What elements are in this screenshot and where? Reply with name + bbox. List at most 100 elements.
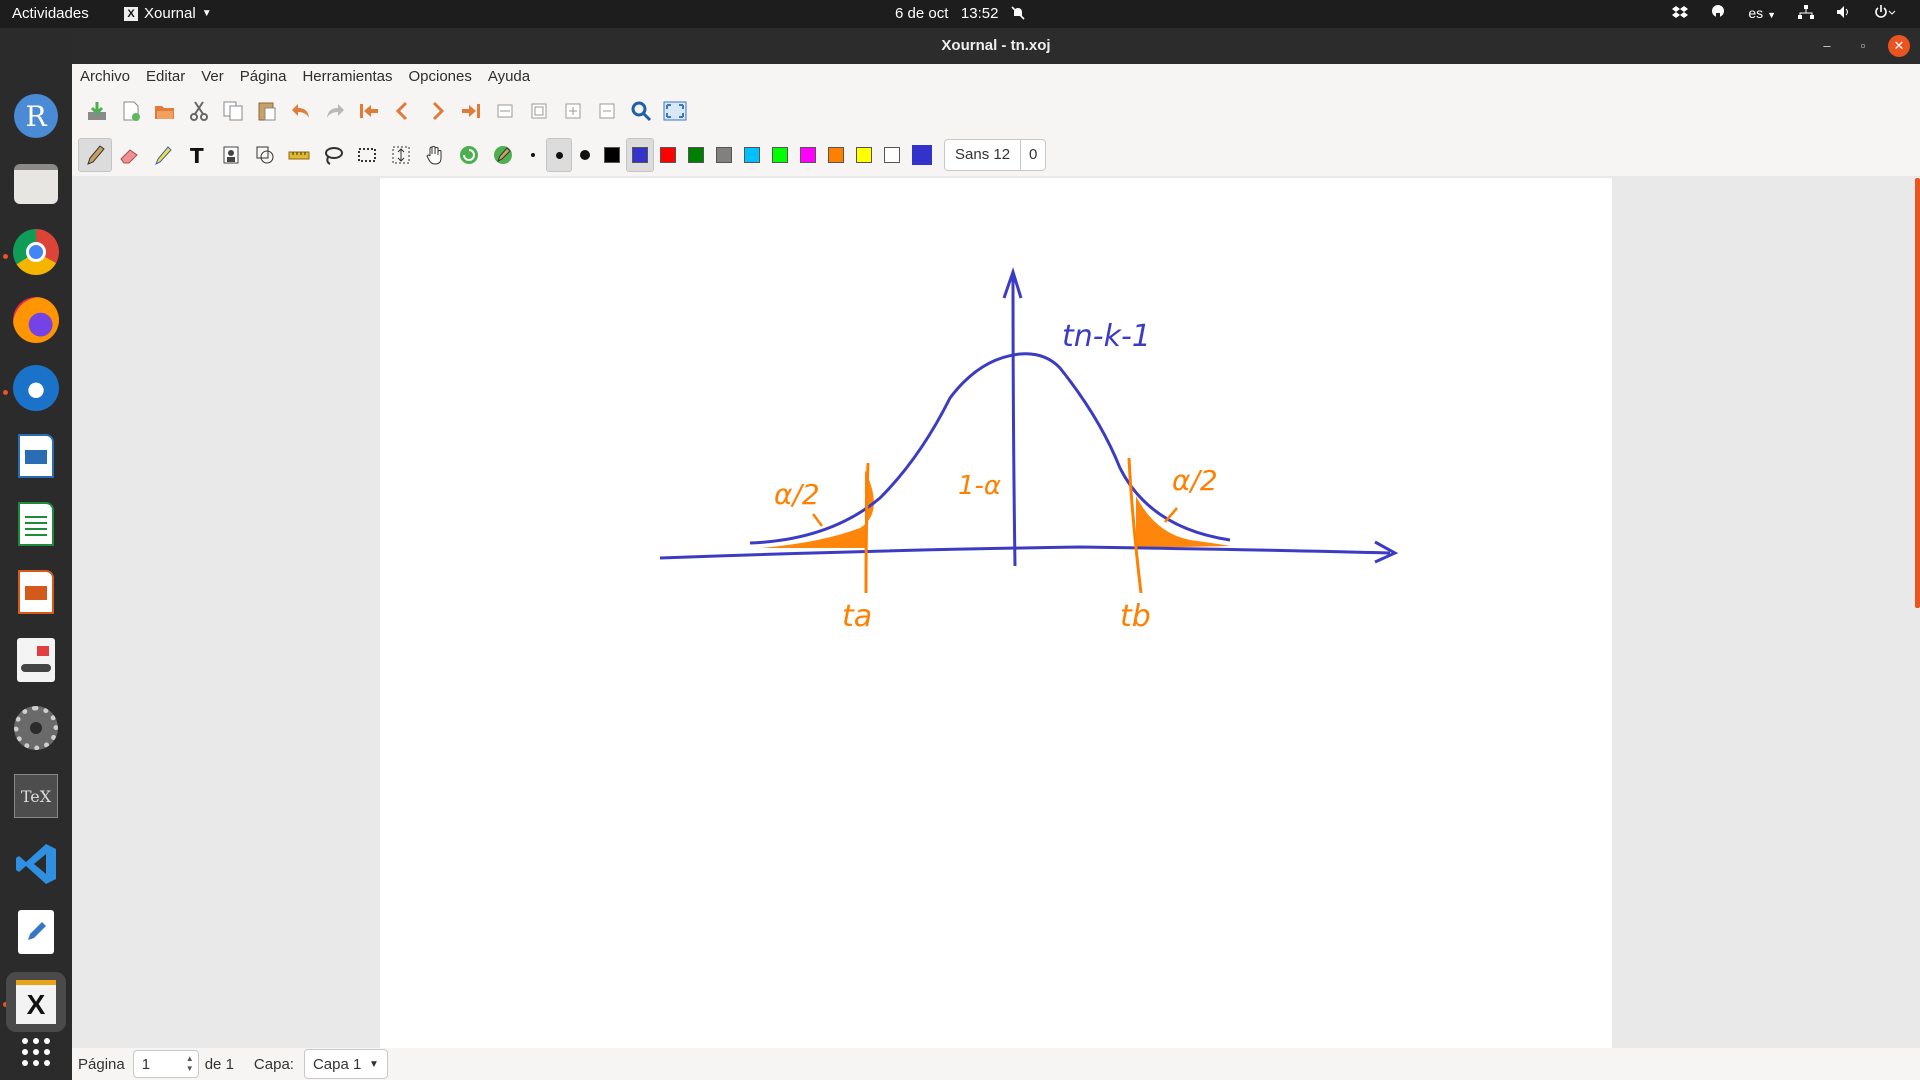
volume-icon[interactable] — [1836, 0, 1852, 28]
dropbox-icon[interactable] — [1672, 0, 1689, 28]
zoom-in-button[interactable] — [556, 94, 590, 128]
thunderbird-icon — [13, 365, 59, 411]
left-tail-label: α/2 — [774, 478, 820, 511]
text-tool-button[interactable]: T — [180, 138, 214, 172]
close-button[interactable]: ✕ — [1888, 35, 1910, 57]
vscode-launcher[interactable] — [12, 840, 60, 888]
eraser-tool-button[interactable] — [112, 138, 146, 172]
shape-recognizer-button[interactable] — [248, 138, 282, 172]
firefox-launcher[interactable] — [12, 296, 60, 344]
files-launcher[interactable] — [12, 160, 60, 208]
cloud-sync-icon[interactable] — [1710, 0, 1726, 28]
default-pen-button[interactable] — [486, 138, 520, 172]
texmaker-launcher[interactable]: TeX — [12, 772, 60, 820]
clock-time: 13:52 — [960, 5, 999, 22]
image-tool-button[interactable] — [214, 138, 248, 172]
layer-dropdown[interactable]: Capa 1 ▼ — [303, 1049, 388, 1079]
hand-tool-button[interactable] — [418, 138, 452, 172]
activities-button[interactable]: Actividades — [12, 5, 89, 22]
network-icon[interactable] — [1798, 0, 1814, 28]
page-number-spinner[interactable]: 1 ▲ ▼ — [132, 1050, 199, 1078]
thickness-medium-button[interactable] — [546, 138, 572, 172]
app-menu[interactable]: X Xournal ▼ — [124, 0, 212, 28]
system-tray[interactable]: es ▼ — [1672, 0, 1896, 28]
current-color-button[interactable] — [906, 138, 938, 172]
vertical-scrollbar[interactable] — [1915, 178, 1920, 608]
zoom-out-button[interactable] — [590, 94, 624, 128]
thickness-fine-button[interactable] — [520, 138, 546, 172]
first-page-button[interactable] — [352, 94, 386, 128]
clock-button[interactable]: 6 de oct 13:52 — [895, 5, 1025, 22]
ruler-tool-button[interactable] — [282, 138, 316, 172]
color-blue-button[interactable] — [626, 138, 654, 172]
maximize-button[interactable]: ▫ — [1860, 38, 1866, 53]
calc-launcher[interactable] — [12, 500, 60, 548]
color-black-button[interactable] — [598, 138, 626, 172]
menu-ayuda[interactable]: Ayuda — [487, 67, 531, 85]
color-lightgreen-button[interactable] — [766, 138, 794, 172]
chrome-launcher[interactable] — [12, 228, 60, 276]
redo-button[interactable] — [318, 94, 352, 128]
undo-button[interactable] — [284, 94, 318, 128]
document-page[interactable]: tn-k-1 1-α α/2 α/2 ta tb — [380, 178, 1612, 1048]
paste-icon — [258, 102, 276, 121]
pen-tool-button[interactable] — [78, 138, 112, 172]
menu-opciones[interactable]: Opciones — [408, 67, 472, 85]
color-orange-button[interactable] — [822, 138, 850, 172]
color-white-button[interactable] — [878, 138, 906, 172]
new-button[interactable] — [114, 94, 148, 128]
zoom-search-button[interactable] — [624, 94, 658, 128]
open-button[interactable] — [148, 94, 182, 128]
spinner-arrows-icon[interactable]: ▲ ▼ — [185, 1054, 194, 1073]
notifications-off-icon — [1011, 5, 1025, 22]
color-magenta-button[interactable] — [794, 138, 822, 172]
document-viewer-launcher[interactable] — [12, 636, 60, 684]
power-icon[interactable] — [1874, 0, 1896, 28]
minimize-button[interactable]: – — [1823, 38, 1831, 53]
window-titlebar[interactable]: Xournal - tn.xoj – ▫ ✕ — [72, 28, 1920, 64]
text-editor-launcher[interactable] — [12, 908, 60, 956]
previous-page-button[interactable] — [386, 94, 420, 128]
impress-launcher[interactable] — [12, 568, 60, 616]
settings-launcher[interactable] — [12, 704, 60, 752]
menu-pagina[interactable]: Página — [239, 67, 287, 85]
vertical-space-tool-button[interactable] — [384, 138, 418, 172]
lasso-tool-button[interactable] — [316, 138, 350, 172]
font-selector[interactable]: Sans 12 0 — [944, 139, 1047, 171]
menu-archivo[interactable]: Archivo — [80, 67, 131, 85]
color-lightblue-button[interactable] — [738, 138, 766, 172]
color-gray-button[interactable] — [710, 138, 738, 172]
fullscreen-button[interactable] — [658, 94, 692, 128]
color-swatch — [660, 147, 676, 163]
rect-select-tool-button[interactable] — [350, 138, 384, 172]
save-button[interactable] — [80, 94, 114, 128]
highlighter-tool-button[interactable] — [146, 138, 180, 172]
copy-button[interactable] — [216, 94, 250, 128]
chrome-icon — [13, 229, 59, 275]
xournal-launcher[interactable]: X — [6, 972, 66, 1032]
color-yellow-button[interactable] — [850, 138, 878, 172]
zoom-fit-width-button[interactable] — [488, 94, 522, 128]
color-green-button[interactable] — [682, 138, 710, 172]
cut-button[interactable] — [182, 94, 216, 128]
paste-button[interactable] — [250, 94, 284, 128]
menu-herramientas[interactable]: Herramientas — [302, 67, 393, 85]
thunderbird-launcher[interactable] — [12, 364, 60, 412]
next-page-button[interactable] — [420, 94, 454, 128]
x-axis — [659, 545, 1391, 560]
drawing-canvas[interactable]: tn-k-1 1-α α/2 α/2 ta tb — [380, 178, 1612, 1048]
r-studio-launcher[interactable]: R — [12, 92, 60, 140]
chevron-down-icon: ▼ — [369, 1058, 379, 1070]
show-applications-button[interactable] — [12, 1028, 60, 1076]
language-indicator[interactable]: es ▼ — [1748, 0, 1776, 29]
menu-ver[interactable]: Ver — [201, 67, 224, 85]
last-page-button[interactable] — [454, 94, 488, 128]
language-label: es — [1748, 5, 1764, 21]
default-tool-button[interactable] — [452, 138, 486, 172]
writer-launcher[interactable] — [12, 432, 60, 480]
texmaker-icon: TeX — [14, 774, 58, 818]
menu-editar[interactable]: Editar — [146, 67, 186, 85]
color-red-button[interactable] — [654, 138, 682, 172]
thickness-thick-button[interactable] — [572, 138, 598, 172]
zoom-fit-page-button[interactable] — [522, 94, 556, 128]
